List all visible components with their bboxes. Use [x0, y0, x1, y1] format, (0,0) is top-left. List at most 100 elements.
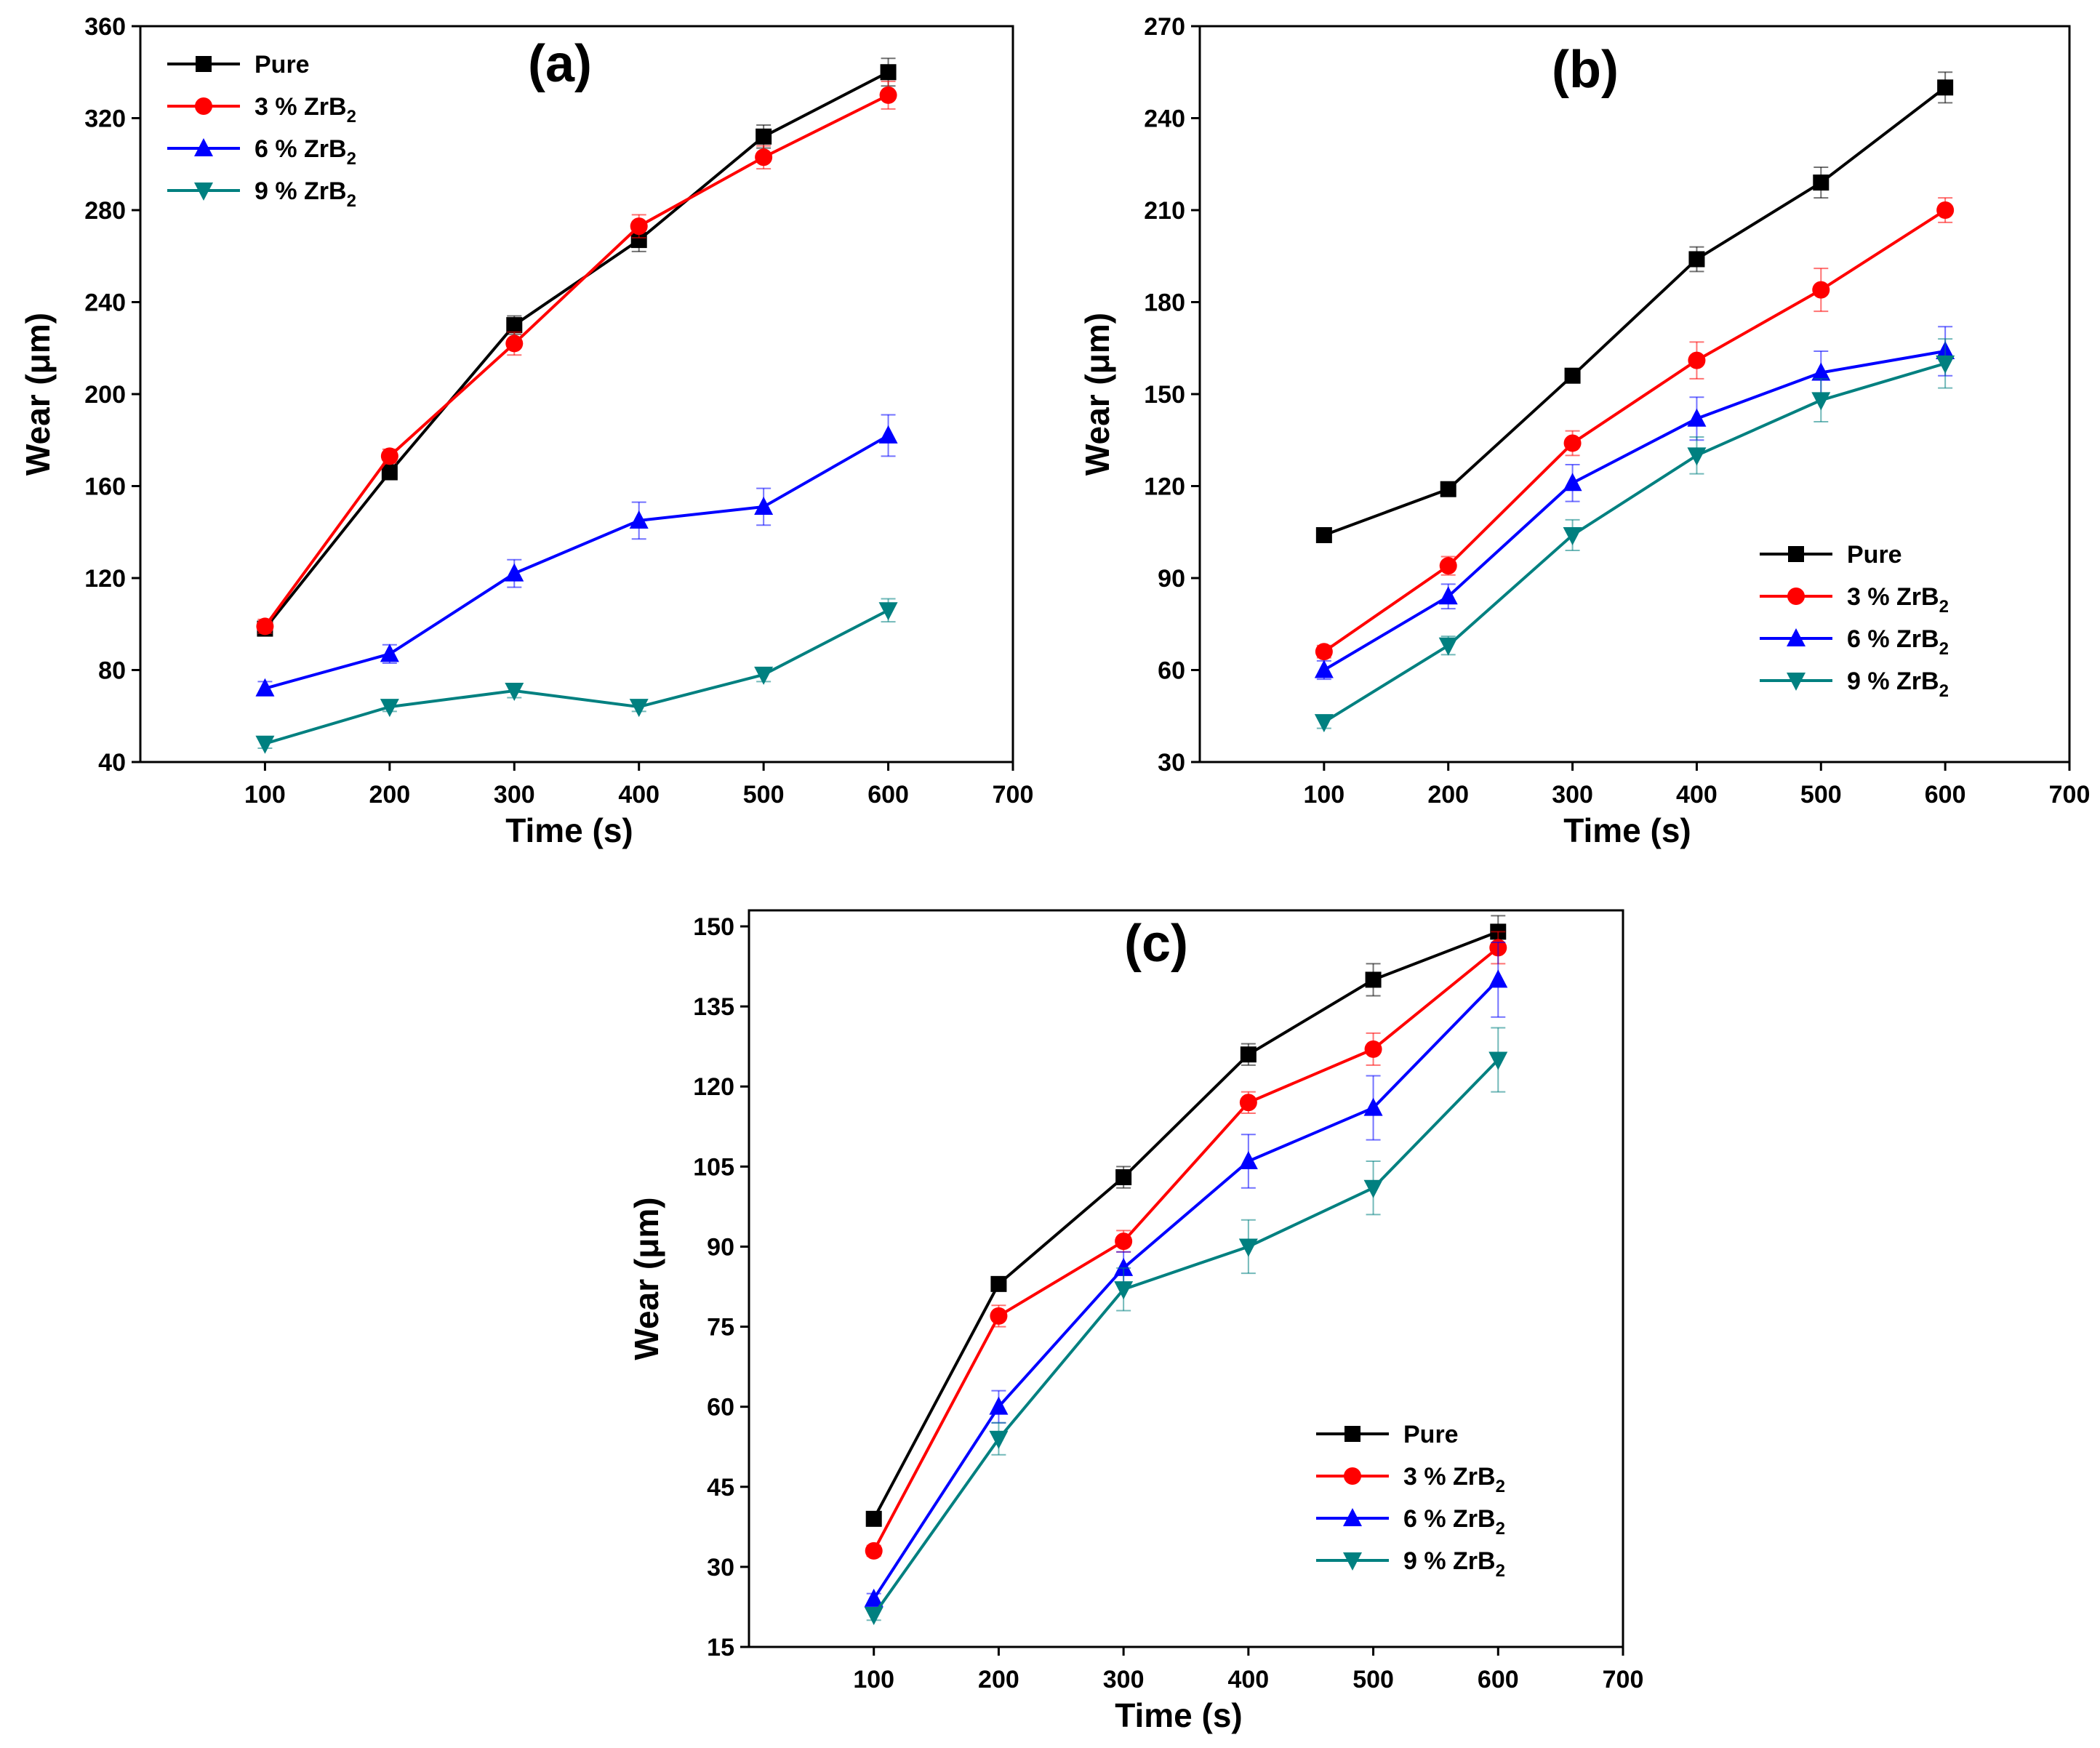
data-point	[380, 644, 399, 662]
legend-marker	[1344, 1426, 1360, 1442]
legend-marker	[1788, 546, 1804, 562]
data-point	[1811, 392, 1831, 411]
series-line	[1323, 209, 1947, 653]
x-tick-label: 700	[993, 781, 1034, 809]
y-tick-label: 40	[98, 749, 126, 777]
data-point	[878, 425, 898, 444]
legend-label: 9 % ZrB2	[1847, 667, 1949, 701]
data-point	[630, 217, 648, 236]
data-point	[1315, 643, 1333, 661]
legend-marker	[1787, 588, 1805, 605]
series-3	[1314, 326, 1955, 681]
data-point	[1688, 351, 1706, 369]
x-axis-title: Time (s)	[1563, 811, 1691, 849]
legend-item: 3 % ZrB2	[1316, 1463, 1505, 1496]
series-1	[865, 915, 1507, 1527]
legend-subscript: 2	[347, 107, 356, 127]
y-tick-label: 105	[693, 1153, 734, 1181]
legend-item: 9 % ZrB2	[167, 177, 356, 211]
y-tick-label: 75	[707, 1314, 734, 1342]
x-tick-label: 100	[853, 1666, 894, 1693]
y-tick-label: 135	[693, 993, 734, 1021]
series-1	[257, 57, 897, 637]
y-tick-label: 120	[693, 1073, 734, 1101]
legend-marker	[1787, 673, 1806, 691]
data-point	[1439, 557, 1457, 575]
data-point	[1364, 1040, 1382, 1058]
y-tick-label: 240	[1144, 105, 1185, 133]
data-point	[1315, 526, 1332, 543]
data-point	[1936, 355, 1955, 374]
data-point	[1314, 714, 1334, 733]
chart-panel-1: 100 200 300 400 500 600 700 40 80 120 160 200 240 280…	[19, 13, 1033, 849]
data-point	[1563, 473, 1582, 492]
data-point	[865, 1510, 882, 1527]
data-point	[1812, 281, 1830, 299]
data-point	[1239, 1094, 1257, 1112]
series-1	[1315, 71, 1954, 543]
legend-item: 3 % ZrB2	[1760, 583, 1949, 617]
x-axis-title: Time (s)	[1115, 1696, 1243, 1734]
series-3	[255, 414, 898, 697]
panel-label: (b)	[1552, 41, 1619, 99]
x-tick-label: 100	[244, 781, 286, 809]
data-point	[1314, 659, 1334, 678]
y-tick-label: 160	[84, 473, 126, 501]
legend-label: 3 % ZrB2	[1847, 583, 1949, 617]
y-axis-title: Wear (μm)	[19, 313, 57, 476]
legend-marker	[196, 56, 212, 72]
y-tick-label: 150	[1144, 381, 1185, 409]
legend: Pure 3 % ZrB2 6 % ZrB2 9 % ZrB2	[167, 51, 356, 211]
x-tick-label: 200	[369, 781, 410, 809]
y-tick-label: 240	[84, 289, 126, 317]
data-point	[1688, 251, 1705, 268]
x-tick-label: 600	[1478, 1666, 1519, 1693]
legend-label: Pure	[1403, 1421, 1459, 1448]
data-point	[1238, 1151, 1258, 1170]
data-point	[1238, 1238, 1258, 1257]
data-point	[255, 735, 275, 754]
series-line	[264, 609, 889, 745]
x-tick-label: 300	[1103, 1666, 1145, 1693]
x-tick-label: 100	[1303, 781, 1344, 809]
legend-label: Pure	[1847, 541, 1902, 569]
data-point	[629, 510, 649, 529]
data-point	[1363, 1179, 1383, 1198]
series-line	[1323, 349, 1946, 672]
x-tick-label: 400	[1227, 1666, 1269, 1693]
series-line	[872, 930, 1499, 1520]
legend-marker	[194, 138, 213, 156]
data-point	[754, 496, 774, 515]
y-tick-label: 15	[707, 1634, 734, 1661]
data-point	[864, 1588, 883, 1607]
y-tick-label: 270	[1144, 13, 1185, 41]
series-2	[865, 931, 1507, 1560]
data-point	[255, 678, 275, 697]
legend-subscript: 2	[1939, 597, 1949, 617]
x-tick-label: 700	[1603, 1666, 1644, 1693]
data-point	[1564, 367, 1581, 384]
data-point	[1488, 1051, 1508, 1070]
legend-label: 6 % ZrB2	[1403, 1505, 1505, 1539]
series-4	[864, 1027, 1508, 1625]
y-tick-label: 210	[1144, 197, 1185, 225]
legend-item: 9 % ZrB2	[1316, 1547, 1505, 1581]
series-line	[873, 979, 1499, 1600]
legend-subscript: 2	[1496, 1561, 1505, 1581]
series-line	[872, 946, 1499, 1552]
x-tick-label: 200	[978, 1666, 1019, 1693]
legend-item: 6 % ZrB2	[1316, 1505, 1505, 1539]
legend-label: 9 % ZrB2	[1403, 1547, 1505, 1581]
data-point	[1440, 481, 1456, 497]
x-tick-label: 700	[2049, 781, 2091, 809]
data-point	[1240, 1046, 1257, 1063]
data-point	[381, 464, 398, 481]
legend-subscript: 2	[1939, 681, 1949, 701]
series-3	[864, 942, 1508, 1607]
chart-panel-2: 100 200 300 400 500 600 700 30 60 90 120 150 180 210 2…	[1078, 13, 2090, 849]
legend-label: 3 % ZrB2	[1403, 1463, 1505, 1496]
y-tick-label: 320	[84, 105, 126, 133]
x-tick-label: 600	[1925, 781, 1966, 809]
data-point	[755, 148, 773, 167]
legend-marker	[1343, 1552, 1362, 1571]
